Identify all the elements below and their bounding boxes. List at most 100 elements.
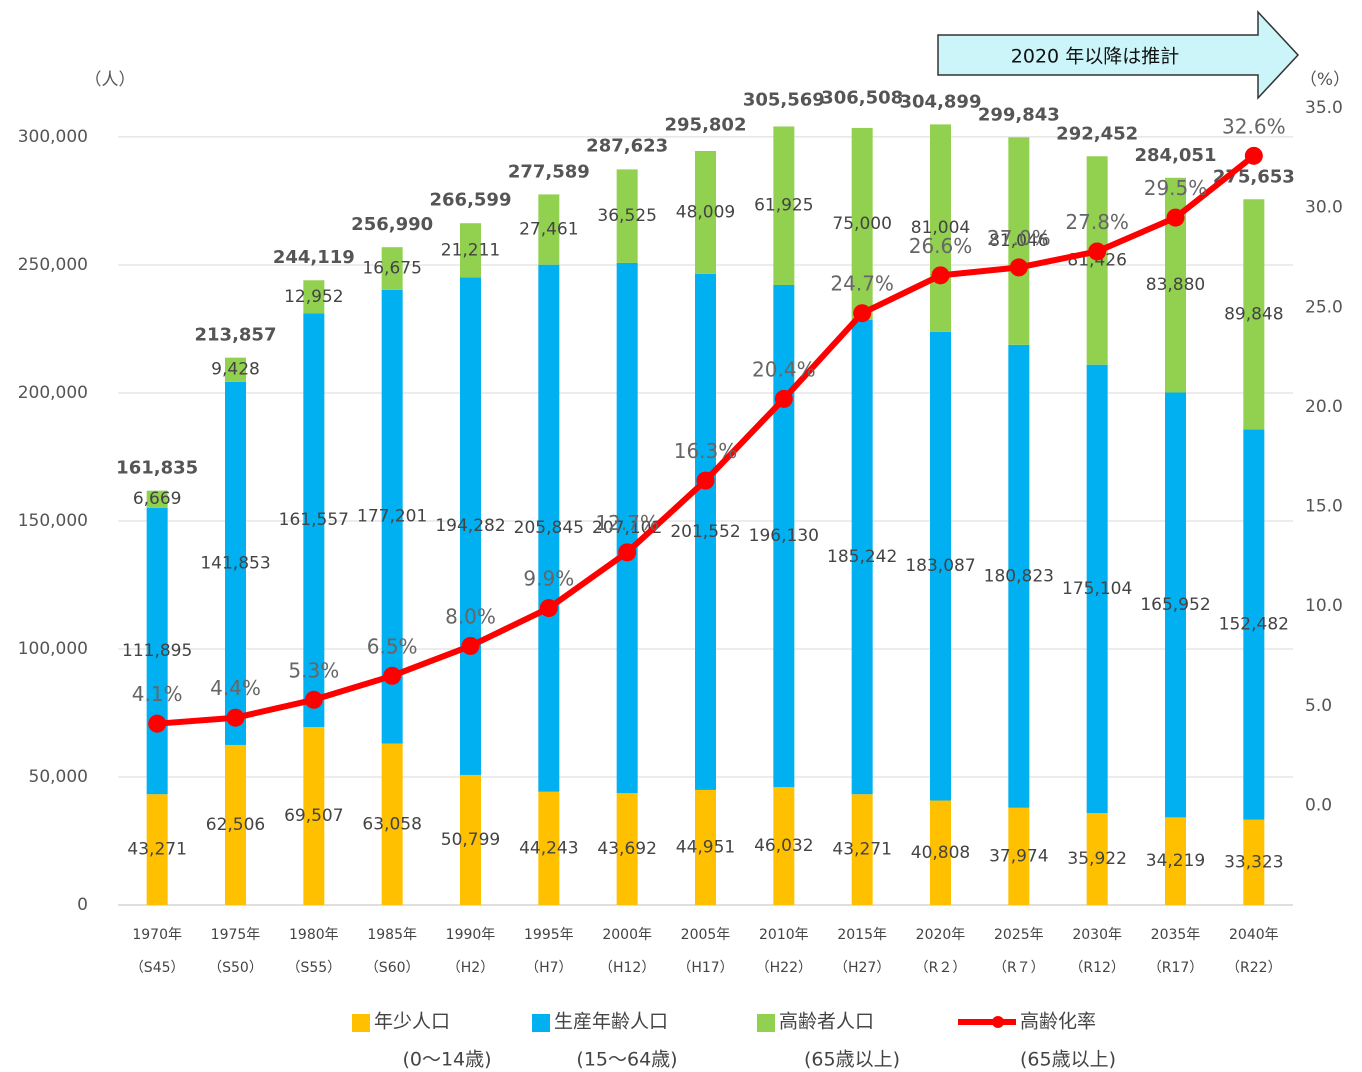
line-label: 26.6% [909,234,973,258]
data-label: 50,799 [441,830,500,850]
bar-segment [930,800,951,905]
y-tick-label: 200,000 [18,383,88,403]
y2-tick-label: 20.0 [1305,397,1343,417]
x-tick-sublabel: （R７） [993,960,1045,976]
data-label: 177,201 [357,507,427,527]
bar-segment [1165,177,1186,393]
bar-segment [1165,392,1186,818]
bar-segment [303,313,325,728]
x-tick-label: 2035年 [1151,927,1201,943]
bar-segment [1243,429,1265,820]
line-marker [931,266,950,285]
data-label: 46,032 [754,836,813,856]
bar-segment [616,169,638,263]
line-marker [1244,146,1263,165]
bar-segment [1243,819,1265,905]
line-marker [1088,242,1107,261]
bar-segment [851,794,873,905]
data-label: 161,557 [279,510,349,530]
x-tick-sublabel: （R17） [1148,960,1204,976]
legend-swatch [352,1014,370,1032]
bar-segment [225,357,246,382]
bar-segment [695,789,716,905]
annotation: 2020 年以降は推計 [1011,46,1179,68]
data-label: 36,525 [597,206,656,226]
total-label: 292,452 [1056,123,1138,144]
data-label: 141,853 [200,553,270,573]
bar-segment [773,285,795,788]
data-label: 33,323 [1224,852,1283,872]
x-tick-label: 2020年 [916,927,966,943]
data-label: 185,242 [827,547,897,567]
bar-segment [1243,199,1265,430]
total-label: 284,051 [1135,145,1217,166]
bar-segment [1086,813,1108,905]
total-label: 244,119 [273,247,355,268]
bar-segment [1008,344,1030,808]
x-tick-label: 1985年 [367,927,417,943]
y2-axis-label: （%） [1300,70,1350,90]
bar-segment [460,223,481,278]
x-tick-sublabel: （S50） [208,960,263,976]
legend-label: 生産年齢人口 [554,1011,668,1033]
x-tick-sublabel: （R12） [1069,960,1125,976]
total-label: 287,623 [586,136,668,157]
line-marker [1009,258,1028,277]
total-label: 161,835 [116,458,198,479]
bar-segment [1086,364,1108,814]
total-label: 266,599 [430,189,512,210]
x-tick-label: 2015年 [837,927,887,943]
legend-sublabel: (65歳以上) [1020,1049,1116,1071]
data-label: 201,552 [670,522,740,542]
y2-tick-label: 15.0 [1305,497,1343,517]
legend-swatch [992,1016,1004,1028]
line-marker [696,471,715,490]
y2-tick-label: 10.0 [1305,596,1343,616]
data-label: 43,692 [597,839,656,859]
bar-segment [381,289,403,744]
legend-label: 年少人口 [374,1011,450,1033]
data-label: 27,461 [519,220,578,240]
bar-segment [616,262,638,794]
x-tick-label: 1990年 [446,927,496,943]
legend-label: 高齢者人口 [779,1011,874,1033]
data-label: 69,507 [284,806,343,826]
bar-segment [146,490,168,508]
bar-segment [146,794,168,905]
bar-segment [225,744,246,905]
data-label: 34,219 [1146,851,1205,871]
line-label: 24.7% [830,272,894,296]
data-label: 165,952 [1140,595,1210,615]
y-tick-label: 150,000 [18,511,88,531]
data-label: 44,951 [676,837,735,857]
line-label: 12.7% [595,511,659,535]
x-tick-sublabel: （R２） [915,960,967,976]
line-label: 27.8% [1065,210,1129,234]
data-label: 35,922 [1067,849,1126,869]
x-tick-label: 1995年 [524,927,574,943]
line-marker [461,636,480,655]
line-label: 16.3% [674,439,738,463]
x-tick-label: 1980年 [289,927,339,943]
line-marker [774,389,793,408]
bar-segment [303,280,325,314]
bar-segment [1008,807,1030,905]
bar-segment [381,743,403,905]
data-label: 81,046 [989,231,1048,251]
x-tick-label: 2000年 [602,927,652,943]
data-label: 81,004 [911,218,970,238]
line-label: 27.0% [987,226,1051,250]
legend-sublabel: (65歳以上) [804,1049,900,1071]
line-marker [226,708,245,727]
y2-tick-label: 25.0 [1305,297,1343,317]
x-tick-label: 1975年 [211,927,261,943]
data-label: 48,009 [676,202,735,222]
legend-label: 高齢化率 [1020,1011,1096,1033]
x-tick-label: 2030年 [1072,927,1122,943]
data-label: 194,282 [435,516,505,536]
x-tick-sublabel: （S60） [365,960,420,976]
x-tick-sublabel: （R22） [1226,960,1282,976]
line-label: 4.1% [132,682,183,706]
line-marker [148,714,167,733]
total-label: 299,843 [978,104,1060,125]
